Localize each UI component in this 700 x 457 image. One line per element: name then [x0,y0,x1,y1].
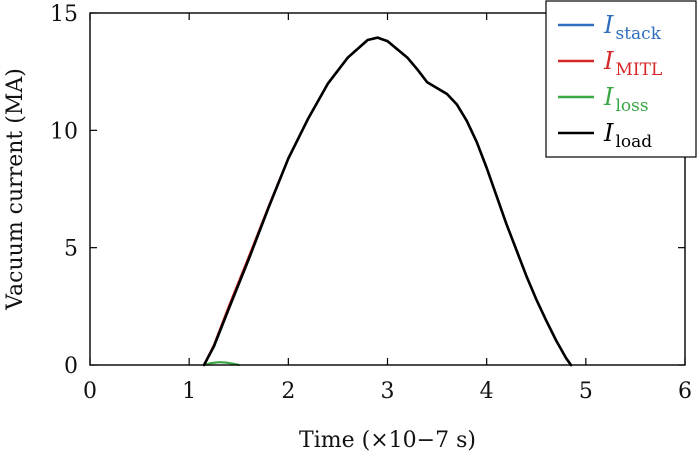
series-line-load [202,36,573,367]
x-tick-label: 0 [83,379,97,404]
legend-entry-subscript: stack [615,24,661,44]
ticks: 0 1 2 3 4 5 6 0 5 10 15 [50,2,692,404]
plot-lines [202,36,573,367]
series-line-mitl [202,36,573,367]
series-line-stack [202,36,573,367]
series-line-loss [202,361,240,367]
y-tick-label: 10 [50,119,78,144]
legend-box [545,0,697,158]
legend-entry-subscript: load [615,132,652,152]
legend-entry-subscript: MITL [615,60,662,80]
legend-entry-symbol: I [603,47,614,75]
x-tick-label: 1 [182,379,196,404]
y-axis-label: Vacuum current (MA) [3,68,28,311]
legend-entry-subscript: loss [615,96,648,116]
y-tick-label: 0 [64,354,78,379]
y-tick-label: 15 [50,2,78,27]
legend-entry: I MITL [603,47,662,80]
legend-entry-symbol: I [603,11,614,39]
x-tick-label: 3 [381,379,395,404]
legend-entry-symbol: I [603,83,614,111]
x-tick-label: 4 [480,379,494,404]
legend-entry-symbol: I [603,119,614,147]
x-tick-label: 5 [579,379,593,404]
x-tick-label: 6 [678,379,692,404]
x-tick-label: 2 [281,379,295,404]
y-tick-label: 5 [64,237,78,262]
x-axis-label: Time (×10−7 s) [299,428,476,453]
